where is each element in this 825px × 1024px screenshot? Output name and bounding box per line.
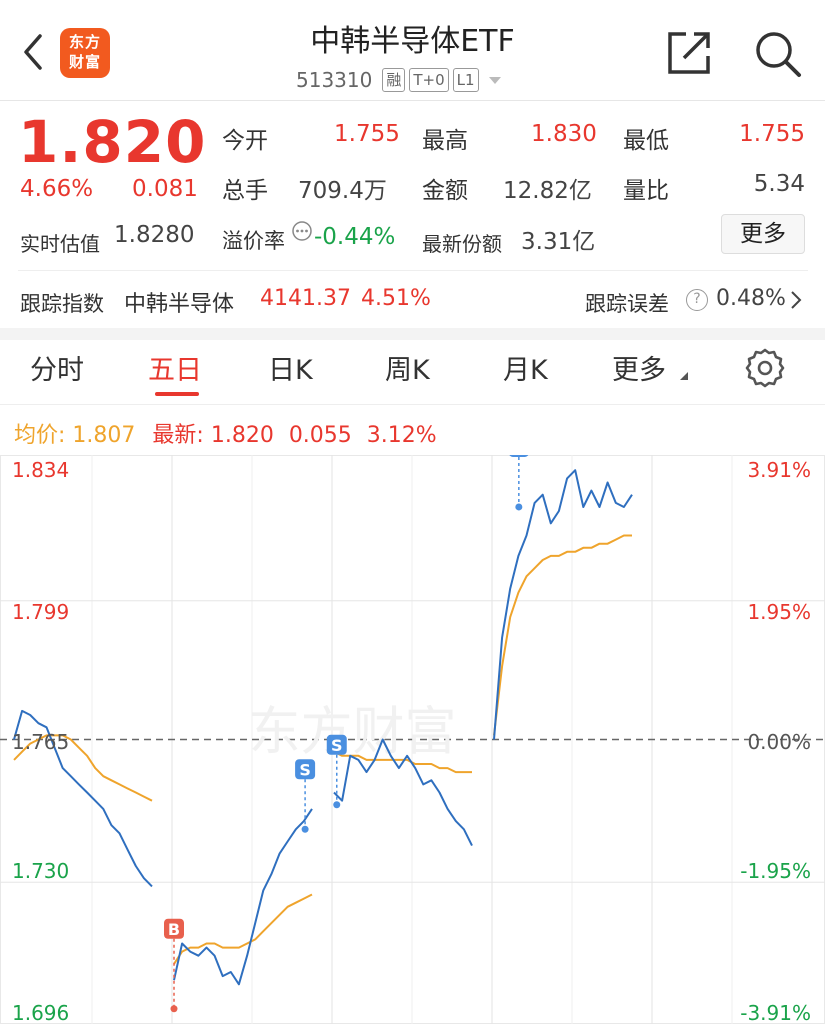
tab-weekly-k[interactable]: 周K xyxy=(385,355,430,386)
y-left-tick: 1.765 xyxy=(12,730,70,754)
chart-legend: 均价: 1.807 最新: 1.820 0.055 3.12% xyxy=(14,417,437,449)
y-left-tick: 1.834 xyxy=(12,458,70,482)
tab-five-day[interactable]: 五日 xyxy=(148,355,202,386)
volume-ratio-label: 量比 xyxy=(623,178,669,204)
iopv-label: 实时估值 xyxy=(20,232,100,256)
help-circle-icon[interactable]: ? xyxy=(686,289,708,311)
current-price: 1.820 xyxy=(18,108,207,176)
tab-daily-k[interactable]: 日K xyxy=(268,355,313,386)
sell-marker-dot xyxy=(515,503,523,511)
y-left-tick: 1.799 xyxy=(12,600,70,624)
y-right-tick: -1.95% xyxy=(740,859,811,883)
sell-marker-dot xyxy=(333,801,341,809)
latest-label: 最新: xyxy=(152,423,204,448)
y-right-tick: 0.00% xyxy=(747,730,811,754)
sell-marker-label: S xyxy=(513,455,525,457)
tracking-index-percent: 4.51% xyxy=(361,286,431,311)
high-value: 1.830 xyxy=(531,121,597,147)
price-line xyxy=(333,738,473,847)
amount-label: 金额 xyxy=(422,178,468,204)
sell-marker-badge xyxy=(295,759,316,780)
sell-marker-label: S xyxy=(299,760,311,779)
latest-change: 0.055 xyxy=(288,423,352,448)
tracking-index-name[interactable]: 中韩半导体 xyxy=(124,292,235,317)
section-gap xyxy=(0,328,825,340)
buy-marker-label: B xyxy=(168,920,180,939)
avg-price-line xyxy=(333,750,472,774)
tab-more[interactable]: 更多 xyxy=(612,355,666,386)
back-arrow-icon[interactable] xyxy=(18,30,48,74)
quote-divider xyxy=(18,270,808,271)
brand-logo[interactable]: 东方 财富 xyxy=(60,28,110,78)
active-tab-indicator xyxy=(155,392,199,396)
low-label: 最低 xyxy=(623,128,669,154)
amount-value: 12.82亿 xyxy=(503,178,592,204)
high-label: 最高 xyxy=(422,128,468,154)
tab-divider xyxy=(0,404,825,405)
sell-marker-dot xyxy=(301,825,309,833)
y-right-tick: 3.91% xyxy=(747,458,811,482)
change-percent: 4.66% xyxy=(20,176,94,202)
tracking-index-value: 4141.37 xyxy=(260,286,351,311)
latest-percent: 3.12% xyxy=(366,423,437,448)
avg-price-line xyxy=(13,734,153,802)
tag-margin: 融 xyxy=(382,68,406,92)
search-icon[interactable] xyxy=(752,28,804,80)
share-icon[interactable] xyxy=(664,28,714,78)
header: 东方 财富 中韩半导体ETF 513310 融 T+0 L1 xyxy=(0,0,825,100)
gear-icon[interactable] xyxy=(745,348,785,388)
price-line xyxy=(493,469,633,740)
five-day-chart[interactable]: 东方财富 B S S S 1.834 1.799 1.765 1.730 1.696 3… xyxy=(0,436,825,1024)
page-title: 中韩半导体ETF xyxy=(310,24,515,59)
security-code: 513310 xyxy=(296,68,373,92)
sell-marker-label: S xyxy=(331,736,343,755)
buy-marker-dot xyxy=(170,1005,178,1013)
shares-label: 最新份额 xyxy=(422,232,502,256)
open-value: 1.755 xyxy=(334,121,400,147)
dropdown-corner-icon xyxy=(680,372,688,380)
change-amount: 0.081 xyxy=(132,176,198,202)
chevron-right-icon[interactable] xyxy=(789,289,803,311)
y-right-tick: 1.95% xyxy=(747,600,811,624)
low-value: 1.755 xyxy=(739,121,805,147)
buy-marker-badge xyxy=(164,918,184,939)
tracking-error-label: 跟踪误差 xyxy=(585,292,669,316)
tab-monthly-k[interactable]: 月K xyxy=(503,355,548,386)
iopv-value: 1.8280 xyxy=(114,222,195,248)
volume-value: 709.4万 xyxy=(298,178,387,204)
open-label: 今开 xyxy=(222,128,268,154)
price-line xyxy=(173,808,313,986)
latest-value: 1.820 xyxy=(210,423,274,448)
premium-label: 溢价率 xyxy=(222,229,285,253)
tag-level: L1 xyxy=(452,68,479,92)
shares-value: 3.31亿 xyxy=(521,229,596,255)
y-left-tick: 1.730 xyxy=(12,859,70,883)
price-line xyxy=(13,709,153,888)
security-subline: 513310 融 T+0 L1 xyxy=(296,66,501,94)
chevron-down-icon[interactable] xyxy=(488,76,501,84)
tracking-index-label: 跟踪指数 xyxy=(20,292,104,316)
tab-intraday[interactable]: 分时 xyxy=(30,355,84,386)
volume-ratio-value: 5.34 xyxy=(753,171,805,197)
avg-price-line xyxy=(493,534,632,736)
more-quote-button[interactable]: 更多 xyxy=(721,214,805,254)
logo-text-top: 东方 xyxy=(68,33,101,51)
logo-text-bottom: 财富 xyxy=(68,53,101,71)
sell-marker-badge xyxy=(326,734,347,755)
avg-price-line xyxy=(173,893,313,965)
tracking-error-value: 0.48% xyxy=(716,286,786,311)
y-right-tick: -3.91% xyxy=(740,1001,811,1024)
avg-price-label: 均价: xyxy=(14,423,66,448)
info-dots-icon[interactable] xyxy=(291,220,313,242)
premium-value: -0.44% xyxy=(314,224,396,250)
tag-t0: T+0 xyxy=(409,68,449,92)
volume-label: 总手 xyxy=(222,178,268,204)
chart-canvas: 东方财富 B S S S xyxy=(0,436,825,1024)
avg-price-value: 1.807 xyxy=(72,423,136,448)
y-left-tick: 1.696 xyxy=(12,1001,70,1024)
watermark-text: 东方财富 xyxy=(248,703,456,763)
header-divider xyxy=(0,100,825,101)
